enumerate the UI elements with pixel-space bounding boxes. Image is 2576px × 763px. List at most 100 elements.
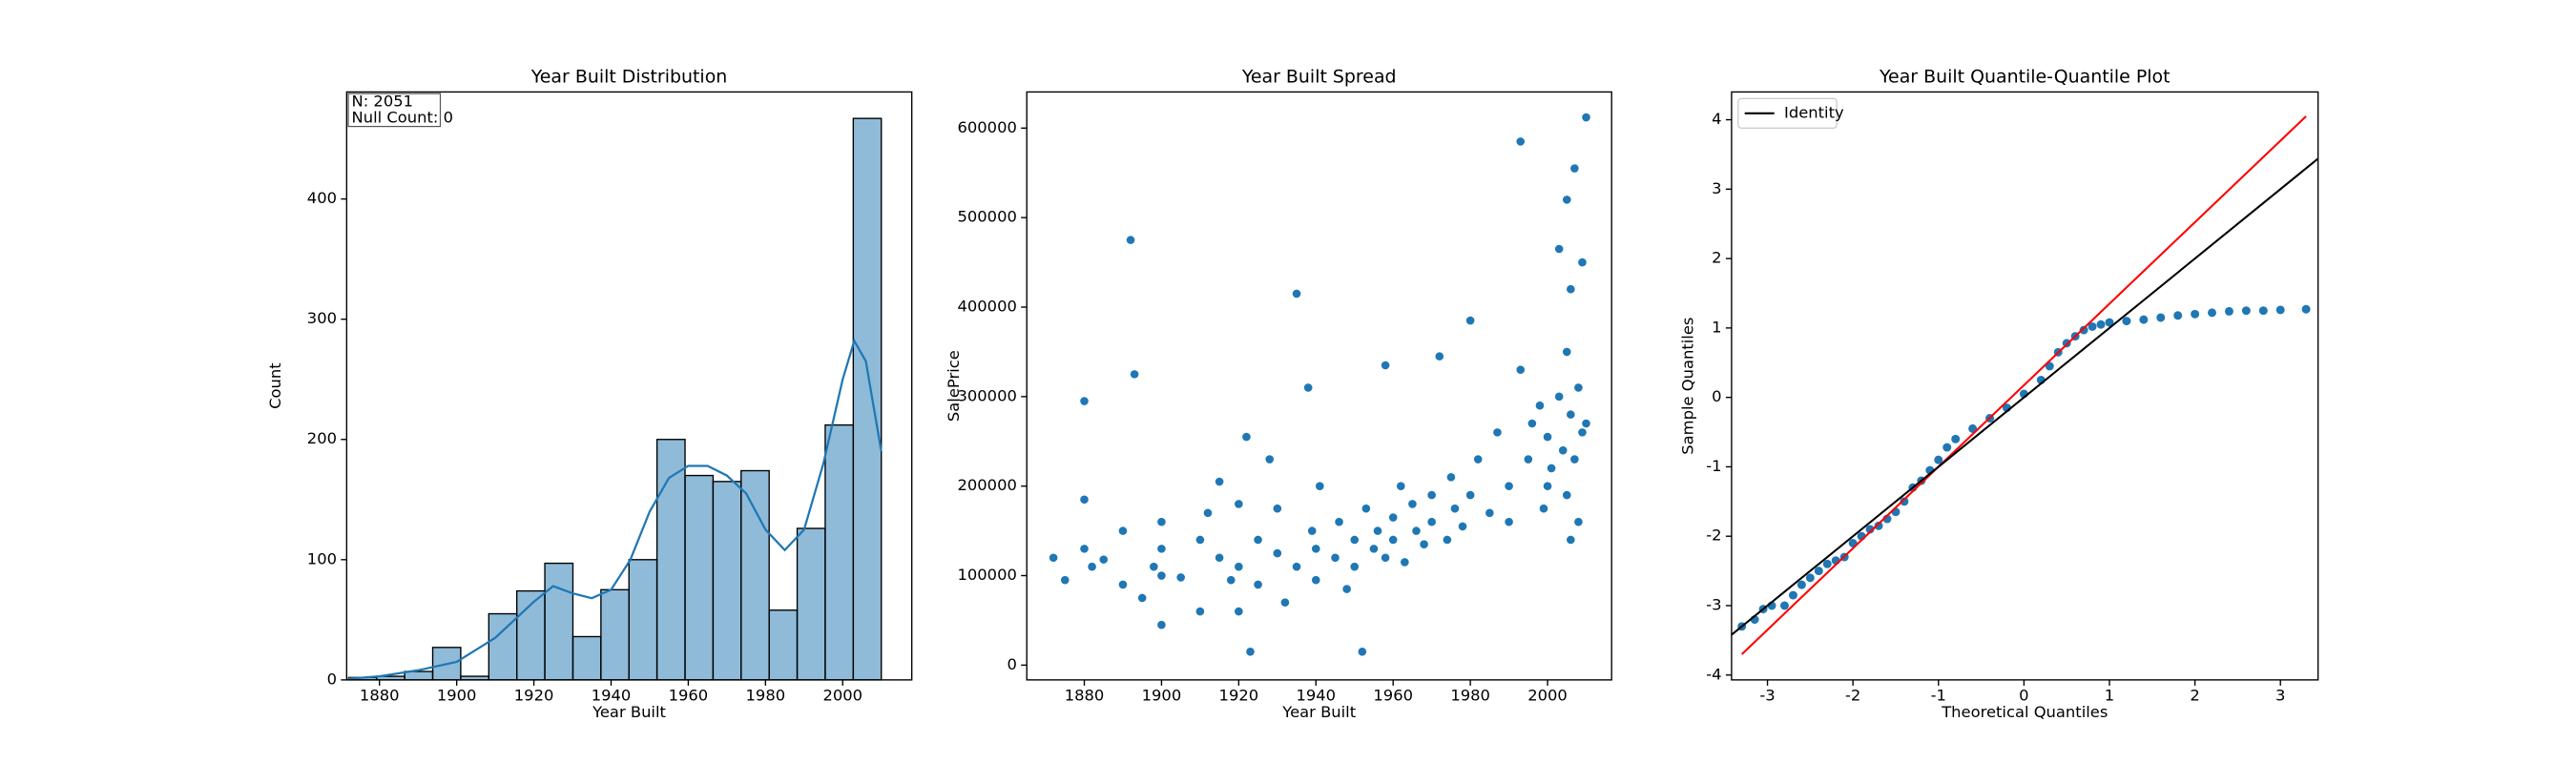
x-tick-label: 1980 [1450,687,1490,705]
qq-point [2079,325,2088,335]
scatter-point [1381,552,1391,563]
scatter-point [1566,534,1576,545]
scatter-point [1449,504,1460,514]
histogram-bar [488,612,518,681]
x-tick-label: 1880 [360,687,400,705]
scatter-point [1445,472,1456,483]
scatter-point [1079,544,1090,554]
scatter-point [1349,562,1360,572]
scatter-point [1539,504,1548,514]
x-tick-label: 1880 [1065,687,1105,705]
plot-frame [1026,91,1612,681]
qq-point [1942,443,1952,452]
scatter-point [1087,562,1097,572]
scatter-point [1577,427,1588,438]
scatter-point [1079,494,1090,505]
qq-point [2139,315,2149,324]
scatter-point [1279,597,1290,608]
y-axis-label: Sample Quantiles [1679,318,1697,455]
histogram-bar [852,117,883,681]
histogram-bar [571,635,602,681]
y-tick-label: 0 [1007,655,1016,673]
kde-curve [348,338,883,680]
y-tick-label: -1 [1706,457,1721,475]
scatter-point [1272,504,1282,514]
scatter-point [1195,534,1205,545]
scatter-point [1049,552,1059,563]
y-tick-label: 0 [327,670,337,688]
y-tick-label: 400000 [957,297,1016,315]
plot-frame [345,91,913,681]
scatter-point [1079,396,1090,406]
scatter-point [1149,562,1159,572]
scatter-point [1442,534,1452,545]
scatter-point [1426,490,1437,501]
scatter-point [1117,579,1128,589]
scatter-point [1234,499,1244,509]
scatter-point [1465,490,1476,501]
reference-line [1740,115,2307,655]
histogram-bar [768,609,799,681]
scatter-point [1400,557,1410,567]
scatter-point [1215,476,1225,486]
scatter-point [1473,454,1484,464]
x-axis-label: Theoretical Quantiles [1941,703,2108,721]
qq-point [2191,309,2200,319]
y-tick-label: 300 [307,309,337,327]
qq-point [2105,318,2114,327]
scatter-point [1292,562,1302,572]
scatter-point [1341,584,1352,594]
x-tick-label: 2000 [1527,687,1568,705]
scatter-point [1215,552,1225,563]
histogram-bar [655,439,686,681]
histogram-bar [628,559,658,681]
scatter-point [1311,575,1321,586]
x-axis-label: Year Built [592,703,666,721]
x-tick-label: 2 [2190,687,2199,705]
x-tick-label: 1960 [669,687,709,705]
scatter-point [1234,562,1244,572]
x-tick-label: 1920 [514,687,554,705]
histogram-bar [824,423,855,681]
y-tick-label: 0 [1712,387,1721,405]
histogram-bar [796,527,826,681]
scatter-point [1581,113,1591,123]
scatter-point [1368,544,1379,554]
qq-point [2156,313,2166,322]
qq-point [1874,521,1883,530]
y-tick-label: 200000 [957,476,1016,494]
scatter-point [1156,517,1167,527]
qq-point [2258,306,2268,316]
x-tick-label: 1940 [592,687,632,705]
y-tick-label: 500000 [957,208,1016,226]
qq-point [1951,434,1961,443]
y-tick-label: 200 [307,429,337,447]
qq-point [1934,455,1943,464]
scatter-point [1156,544,1167,554]
scatter-point [1426,517,1437,527]
scatter-point [1543,481,1553,491]
scatter-point [1234,607,1244,617]
scatter-point [1388,534,1399,545]
scatter-point [1156,570,1167,581]
x-tick-label: 1920 [1219,687,1259,705]
scatter-point [1292,288,1302,299]
scatter-point [1349,534,1360,545]
x-axis-label: Year Built [1281,703,1356,721]
qq-point [2096,320,2106,329]
scatter-point [1307,526,1318,536]
chart-title: Year Built Quantile-Quantile Plot [1879,66,2171,87]
qq-point [1805,573,1815,583]
scatter-point [1554,244,1565,254]
scatter-point [1303,382,1314,393]
qq-point [1814,567,1823,576]
qq-point [1797,580,1806,589]
scatter-point [1419,539,1429,549]
scatter-point [1357,647,1367,657]
scatter-point [1253,534,1263,545]
scatter-point [1407,499,1418,509]
y-tick-label: 3 [1712,179,1721,197]
scatter-point [1573,517,1584,527]
y-tick-label: 100000 [957,566,1016,584]
legend-box [1737,97,1838,129]
